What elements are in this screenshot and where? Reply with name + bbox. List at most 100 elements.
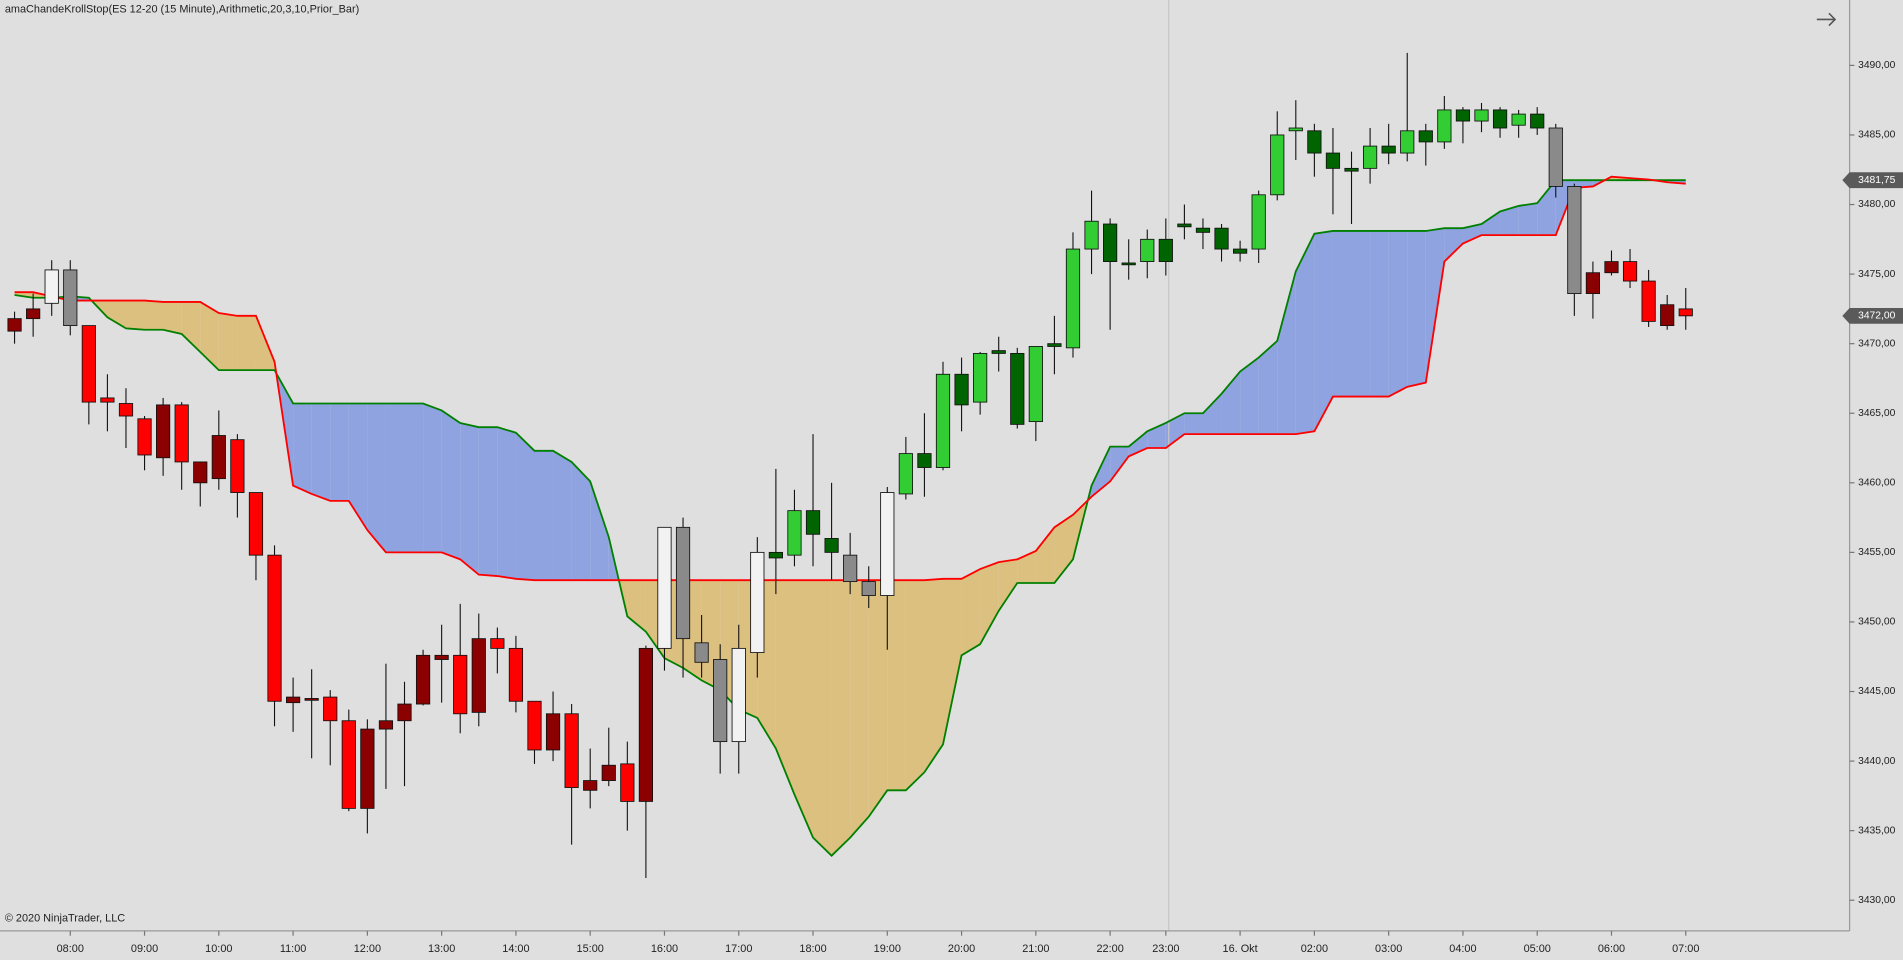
candle-body [1344, 167, 1359, 172]
candle-body [601, 764, 616, 781]
candle-body [378, 720, 394, 730]
x-tick-label: 23:00 [1152, 943, 1179, 955]
x-tick-label: 06:00 [1598, 943, 1625, 955]
candle-body [1660, 304, 1675, 327]
cloud-segment [887, 580, 906, 791]
cloud-segment [1277, 271, 1296, 435]
cloud-segment [627, 580, 646, 632]
cloud-segment [590, 481, 609, 581]
candle-body [1177, 223, 1192, 228]
cloud-segment [794, 580, 814, 838]
candle-body [1437, 109, 1452, 143]
candle-body [156, 404, 171, 459]
cloud-segment [218, 313, 238, 371]
cloud-segment [330, 403, 349, 501]
cloud-segment [385, 403, 405, 553]
cloud-segment [348, 403, 368, 531]
cloud-segment [1295, 233, 1315, 435]
candle-body [81, 325, 96, 403]
cloud-segment [1017, 550, 1036, 583]
y-tick-label: 3450,00 [1858, 617, 1896, 628]
candle-body [1492, 109, 1508, 129]
candle-body [713, 659, 728, 743]
cloud-segment [1147, 422, 1166, 449]
cloud-segment [905, 580, 925, 791]
candle-body [750, 551, 765, 653]
collapse-arrow[interactable] [1816, 12, 1837, 27]
candle-body [675, 526, 691, 640]
candle-body [285, 696, 301, 704]
x-tick-label: 12:00 [354, 943, 381, 955]
x-tick-label: 04:00 [1449, 943, 1476, 955]
candle-body [1270, 134, 1285, 196]
cloud-segment [144, 300, 164, 330]
candle-body [620, 763, 635, 802]
candle-body [1381, 145, 1396, 154]
candle-body [1251, 194, 1266, 250]
cloud-segment [237, 315, 256, 371]
candle-body [1084, 220, 1099, 250]
candles [7, 52, 1693, 878]
y-tick-label: 3485,00 [1858, 130, 1896, 141]
price-marker [1842, 172, 1903, 189]
cloud-segment [1370, 230, 1389, 397]
candle-body [508, 647, 524, 702]
candle-body [304, 698, 319, 701]
candle-body [564, 713, 579, 788]
cloud-segment [515, 432, 535, 581]
candle-body [861, 581, 876, 596]
candle-body [1362, 145, 1378, 169]
candle-body [1622, 261, 1638, 282]
cloud-segment [961, 569, 981, 656]
candle-body [230, 439, 245, 493]
candle-body [1548, 127, 1563, 187]
candle-body [1567, 186, 1582, 295]
cloud-segment [924, 578, 944, 773]
cloud-segment [1407, 230, 1426, 387]
candle-body [211, 435, 226, 480]
x-tick-label: 02:00 [1301, 943, 1328, 955]
cloud-segment [980, 562, 999, 645]
cloud-segment [1240, 357, 1259, 435]
candle-body [100, 397, 115, 403]
cloud-segment [1388, 230, 1408, 397]
candle-body [824, 538, 839, 553]
candle-body [954, 373, 969, 406]
cloud-segment [441, 410, 461, 560]
cloud-segment [423, 403, 442, 553]
y-tick-label: 3460,00 [1858, 478, 1896, 489]
candle-body [657, 526, 672, 649]
candle-body [1511, 113, 1526, 126]
cloud-segment [998, 559, 1018, 611]
cloud-segment [1035, 527, 1055, 583]
cloud-segment [460, 422, 479, 575]
cloud-segment [1351, 230, 1371, 397]
cloud-segment [1202, 393, 1222, 435]
x-tick-label: 07:00 [1672, 943, 1699, 955]
cloud-segment [571, 461, 591, 581]
copyright: © 2020 NinjaTrader, LLC [5, 913, 125, 925]
price-marker-label: 3481,75 [1858, 175, 1896, 186]
candle-body [1530, 113, 1545, 129]
cloud-segment [497, 427, 516, 579]
candle-body [1288, 127, 1303, 132]
x-tick-label: 11:00 [280, 943, 306, 955]
x-tick-label: 20:00 [948, 943, 975, 955]
candle-body [1325, 152, 1341, 169]
cloud-segment [107, 300, 126, 329]
candle-body [137, 418, 152, 456]
candle-body [1140, 238, 1155, 263]
cloud-segment [1258, 340, 1278, 435]
cloud-segment [1221, 371, 1241, 435]
x-tick-label: 05:00 [1524, 943, 1551, 955]
cloud-segment [1444, 228, 1463, 262]
candle-body [7, 318, 22, 332]
x-tick-label: 19:00 [874, 943, 901, 955]
candle-body [471, 638, 486, 713]
cloud-segment [125, 300, 145, 330]
candle-body [1028, 346, 1043, 423]
candle-body [267, 554, 282, 702]
price-marker [1842, 307, 1903, 324]
y-tick-label: 3455,00 [1858, 547, 1896, 558]
